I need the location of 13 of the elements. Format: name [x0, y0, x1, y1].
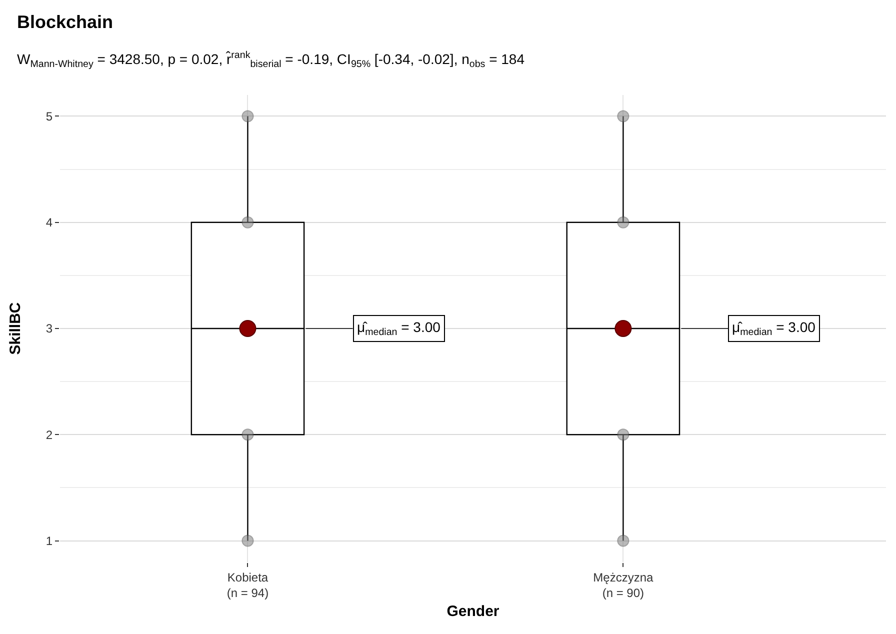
text: W$_{Mann-Whitney}$ = 3428.50, p = 0.02, r̂$^{rank}$$_{biserial}$ = -0.19, CI$_{95%}$ [-0.34, -0.02], n$_{obs}$ = 184 — [17, 50, 525, 70]
x-axis-title: Gender — [446, 603, 500, 620]
y-tick-label: 4 — [46, 216, 53, 230]
chart-title: Blockchain — [17, 12, 114, 32]
annotation: μ̂$_{median}$ = 3.00 — [732, 319, 816, 338]
x-tick-label: Kobieta (n = 94) — [226, 570, 269, 600]
y-tick-label: 2 — [46, 428, 53, 442]
y-axis-title: SkillBC — [7, 302, 24, 355]
y-tick-label: 3 — [46, 322, 53, 336]
annotation: μ̂$_{median}$ = 3.00 — [357, 319, 441, 338]
y-tick-label: 1 — [46, 534, 53, 548]
y-tick-label: 5 — [46, 109, 53, 124]
x-tick-label: Mężczyzna (n = 90) — [593, 570, 654, 600]
